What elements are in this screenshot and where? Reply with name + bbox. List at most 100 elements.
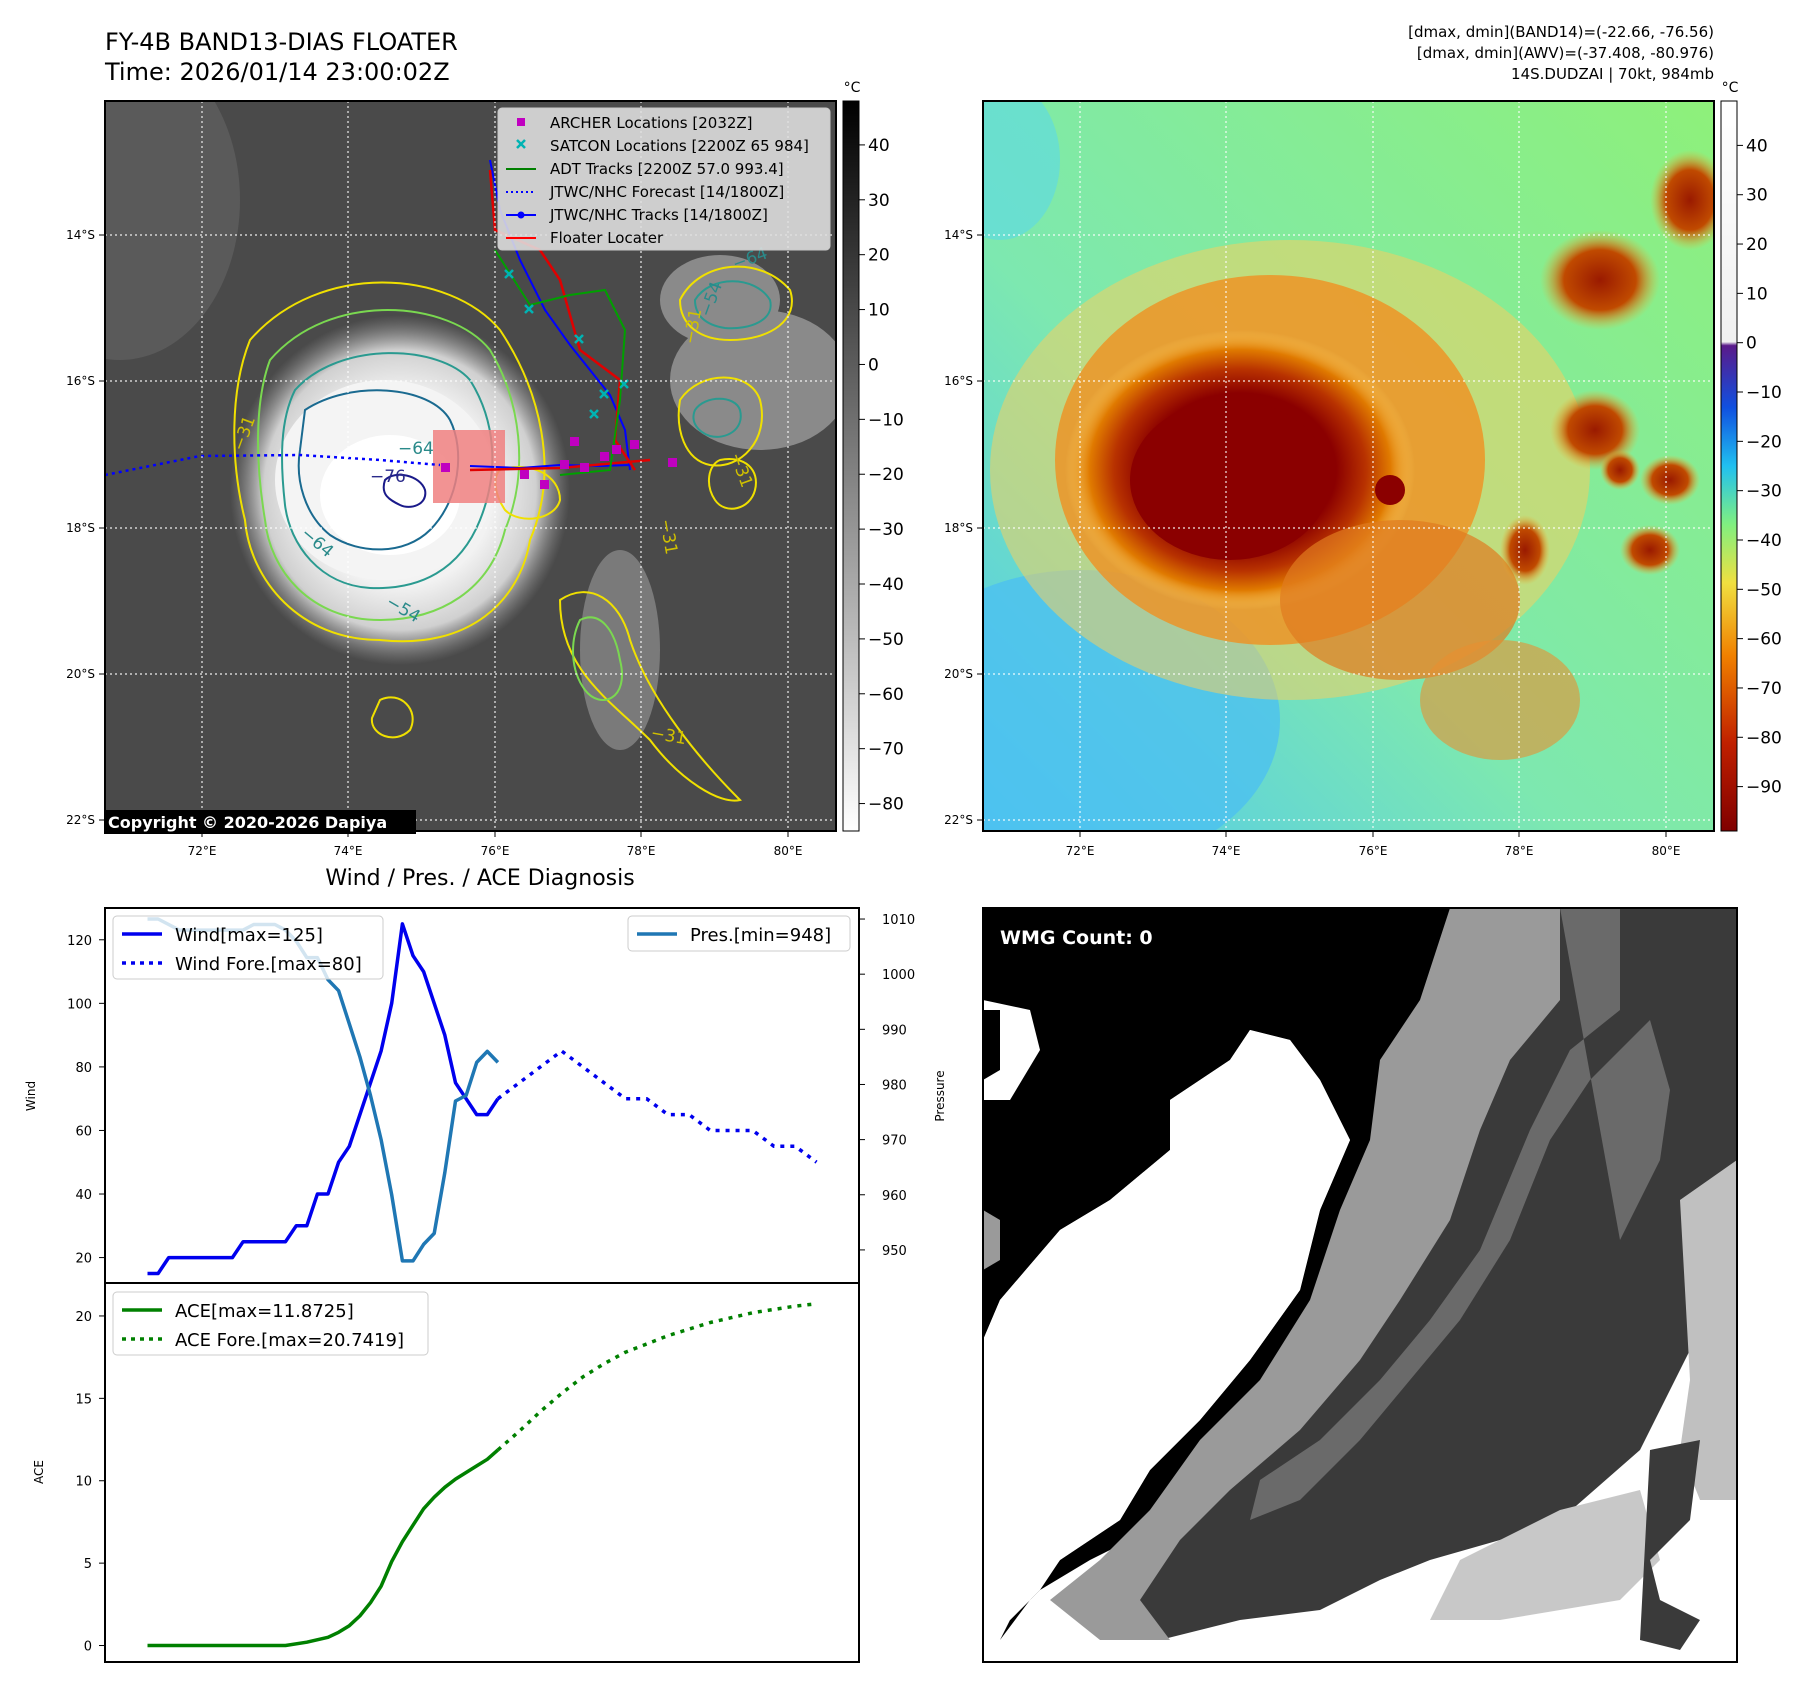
ir-cbar-label: −40 [868,575,904,595]
ir-cbar-label: −60 [868,685,904,705]
ace-axes: 0 5 10 15 20 ACE ACE[max=11.8725] ACE Fore.[… [32,1282,860,1663]
wv-cbar-label: −20 [1746,432,1782,452]
ir-colorbar-ticks: 40 30 20 10 0 −10 −20 −30 −40 −50 −60 −70 −80 [859,136,904,815]
ir-cbar-label: 0 [868,355,879,375]
wind-pres-axes: 20 40 60 80 100 120 950 960 970 980 990 1000 1010 W… [24,907,947,1284]
ace-tick-label: 5 [84,1557,92,1572]
ir-cbar-label: −30 [868,520,904,540]
lon-tick-label: 74°E [1212,844,1241,858]
lat-tick-label: 20°S [944,667,973,681]
ir-cbar-label: 10 [868,301,890,321]
legend-archer: ARCHER Locations [2032Z] [550,114,753,132]
ir-cbar-label: 40 [868,136,890,156]
legend-forecast: JTWC/NHC Forecast [14/1800Z] [549,183,784,201]
wv-cbar-label: 10 [1746,284,1768,304]
pres-tick-label: 1010 [882,913,915,928]
legend-ace-fore: ACE Fore.[max=20.7419] [175,1330,404,1351]
series-line-0 [147,922,500,1276]
ace-series-line-1 [496,1302,817,1452]
lon-tick-label: 76°E [1359,844,1388,858]
legend-ace: ACE[max=11.8725] [175,1301,354,1322]
ir-cbar-label: −10 [868,410,904,430]
lat-tick-label: 22°S [944,813,973,827]
pres-tick-label: 960 [882,1189,907,1204]
wv-colorbar-ticks: 40 30 20 10 0 −10 −20 −30 −40 −50 −60 −70 −80 −90 [1737,136,1782,798]
wind-ylabel: Wind [24,1081,38,1111]
ir-map-panel: −64 −64 −54 −31 −31 −64 −54 −31 −31 −31 … [104,80,904,834]
ir-colorbar-unit: °C [844,80,861,96]
wind-tick-label: 100 [67,997,92,1012]
ace-tick-label: 20 [75,1310,92,1325]
legend-tracks: JTWC/NHC Tracks [14/1800Z] [549,206,768,224]
wind-tick-label: 20 [75,1252,92,1267]
wv-map-panel: °C 40 30 20 10 0 −10 −20 −30 −40 −50 −60 −70 −80 −90 [982,80,1782,832]
ace-ylabel: ACE [32,1460,46,1484]
ir-cbar-label: −20 [868,465,904,485]
lon-tick-label: 74°E [334,844,363,858]
wv-cbar-label: −90 [1746,778,1782,798]
lon-tick-label: 72°E [1066,844,1095,858]
copyright-box [104,810,416,834]
pres-tick-label: 980 [882,1078,907,1093]
copyright: Copyright © 2020-2026 Dapiya [108,813,387,832]
ir-legend: ARCHER Locations [2032Z] SATCON Location… [497,107,831,251]
pres-tick-label: 950 [882,1244,907,1259]
wv-map-ticks: 72°E 74°E 76°E 78°E 80°E 14°S 16°S 18°S 20°S 22°S [944,228,1680,858]
legend-wind-fore: Wind Fore.[max=80] [175,954,362,975]
wv-cbar-label: −10 [1746,383,1782,403]
lon-tick-label: 78°E [1505,844,1534,858]
ir-cbar-label: −50 [868,630,904,650]
satcon-marker [516,139,526,149]
lon-tick-label: 80°E [774,844,803,858]
wv-cbar-label: 30 [1746,186,1768,206]
ir-map-ticks: 72°E 74°E 76°E 78°E 80°E 14°S 16°S 18°S 20°S 22°S [66,228,802,858]
ace-series-line-0 [147,1448,500,1648]
pres-ticks: 950 960 970 980 990 1000 1010 [859,913,915,1259]
figure-title-line2: Time: 2026/01/14 23:00:02Z [104,58,450,86]
ace-ticks: 0 5 10 15 20 [75,1310,105,1655]
ir-cbar-label: 30 [868,191,890,211]
ace-tick-label: 0 [84,1640,92,1655]
wv-imagery [983,101,1714,831]
pres-legend: Pres.[min=948] [627,915,851,952]
wv-cbar-label: −80 [1746,728,1782,748]
lat-tick-label: 18°S [944,521,973,535]
wind-tick-label: 60 [75,1124,92,1139]
lat-tick-label: 20°S [66,667,95,681]
lat-tick-label: 16°S [944,374,973,388]
figure-title-line1: FY-4B BAND13-DIAS FLOATER [105,28,458,56]
legend-wind: Wind[max=125] [175,925,323,946]
lat-tick-label: 14°S [66,228,95,242]
lat-tick-label: 14°S [944,228,973,242]
ir-colorbar [842,100,860,832]
lon-tick-label: 72°E [188,844,217,858]
ace-tick-label: 10 [75,1475,92,1490]
wmg-count-label: WMG Count: 0 [1000,927,1153,949]
wv-cbar-label: −40 [1746,531,1782,551]
diagnosis-title: Wind / Pres. / ACE Diagnosis [325,866,634,891]
wv-colorbar-unit: °C [1722,80,1739,96]
wv-cbar-label: 40 [1746,136,1768,156]
legend-pres: Pres.[min=948] [690,925,831,946]
pres-ylabel: Pressure [933,1070,947,1121]
wind-ticks: 20 40 60 80 100 120 [67,934,105,1267]
wv-cbar-label: −50 [1746,580,1782,600]
pres-tick-label: 1000 [882,968,915,983]
info-awv: [dmax, dmin](AWV)=(-37.408, -80.976) [1417,44,1714,62]
ir-map-frame [104,100,837,832]
ir-cbar-label: 20 [868,246,890,266]
info-storm: 14S.DUDZAI | 70kt, 984mb [1511,65,1714,83]
wv-cbar-label: 0 [1746,334,1757,354]
ir-cbar-label: −70 [868,740,904,760]
wind-tick-label: 40 [75,1188,92,1203]
wind-tick-label: 120 [67,934,92,949]
lat-tick-label: 16°S [66,374,95,388]
lat-tick-label: 18°S [66,521,95,535]
ace-tick-label: 15 [75,1392,92,1407]
wv-cbar-label: −30 [1746,482,1782,502]
pres-tick-label: 970 [882,1134,907,1149]
ace-series [147,1302,817,1648]
wv-map-frame [982,100,1715,832]
legend-floater: Floater Locater [550,229,664,247]
